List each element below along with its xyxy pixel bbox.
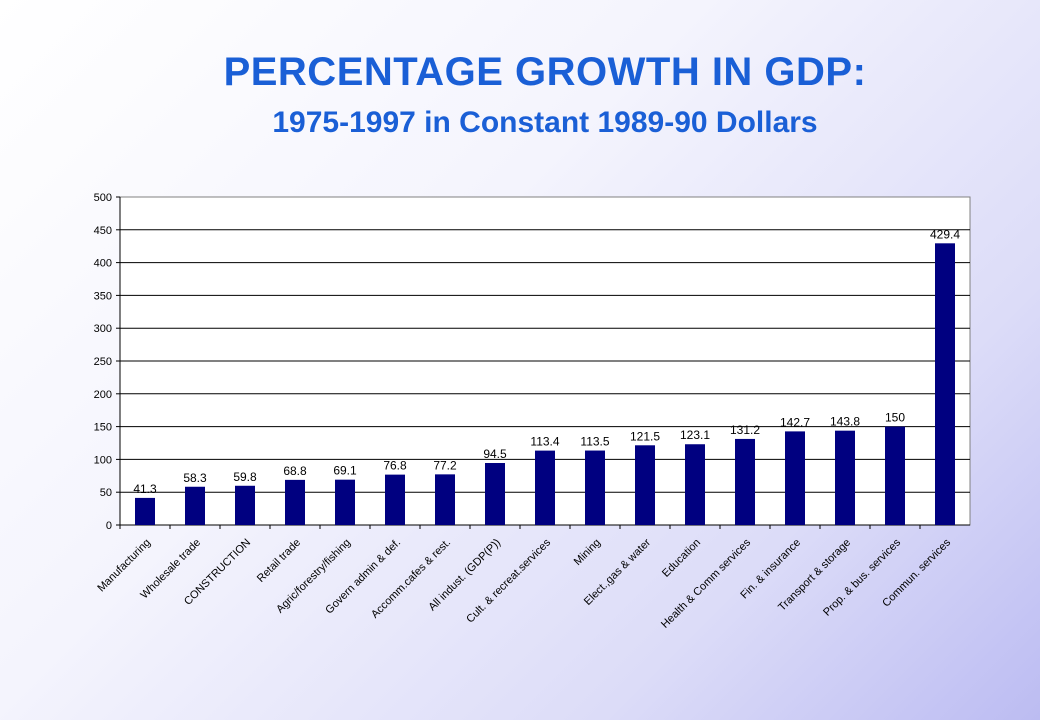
bar <box>685 444 705 525</box>
bar <box>735 438 755 525</box>
bar <box>935 243 955 525</box>
page-title: PERCENTAGE GROWTH IN GDP: <box>223 50 867 94</box>
data-label: 143.8 <box>830 415 860 429</box>
x-tick-label: Cult. & recreat.services <box>464 536 553 625</box>
bar <box>185 486 205 525</box>
y-tick-label: 500 <box>94 192 112 204</box>
data-label: 429.4 <box>930 227 960 241</box>
x-tick-label: Retail trade <box>255 537 303 585</box>
bar <box>235 485 255 525</box>
data-label: 76.8 <box>383 459 407 473</box>
x-tick-label: Health & Comm services <box>659 536 753 630</box>
data-label: 94.5 <box>483 447 507 461</box>
data-label: 113.5 <box>580 435 609 449</box>
bar <box>135 497 155 525</box>
bar <box>585 450 605 525</box>
data-label: 69.1 <box>333 464 357 478</box>
bar <box>435 474 455 525</box>
bar <box>485 463 505 525</box>
y-tick-label: 300 <box>94 323 112 335</box>
bars <box>135 243 955 525</box>
y-tick-label: 50 <box>100 487 112 499</box>
y-tick-label: 250 <box>94 356 112 368</box>
data-label: 41.3 <box>133 482 157 496</box>
data-label: 77.2 <box>433 458 457 472</box>
data-label: 113.4 <box>530 435 559 449</box>
y-tick-label: 150 <box>94 422 112 434</box>
data-label: 58.3 <box>183 471 207 485</box>
data-label: 150 <box>885 411 905 425</box>
y-tick-label: 350 <box>94 290 112 302</box>
y-tick-label: 0 <box>106 520 112 532</box>
x-tick-label: Mining <box>572 537 603 568</box>
bar <box>785 431 805 525</box>
data-label: 142.7 <box>780 415 810 429</box>
data-labels: 41.3 58.3 59.8 68.8 69.1 76.8 77.2 94.5 113.4 113… <box>133 227 960 496</box>
bar <box>335 479 355 525</box>
y-tick-label: 100 <box>94 454 112 466</box>
y-tick-label: 200 <box>94 389 112 401</box>
bar <box>385 474 405 525</box>
page-subtitle: 1975-1997 in Constant 1989-90 Dollars <box>272 106 818 139</box>
bar <box>885 426 905 525</box>
gridlines <box>120 229 970 493</box>
y-tick-label: 400 <box>94 258 112 270</box>
y-tick-label: 450 <box>94 225 112 237</box>
x-tick-label: Education <box>660 537 703 580</box>
data-label: 123.1 <box>680 428 710 442</box>
bar <box>535 450 555 525</box>
data-label: 121.5 <box>630 429 660 443</box>
data-label: 59.8 <box>233 470 257 484</box>
data-label: 131.2 <box>730 423 760 437</box>
bar <box>835 430 855 525</box>
data-label: 68.8 <box>283 464 307 478</box>
bar <box>635 445 655 525</box>
bar <box>285 479 305 525</box>
